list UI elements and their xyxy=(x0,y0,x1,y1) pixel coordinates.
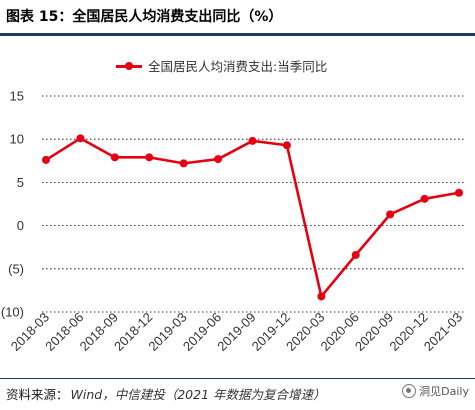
watermark: 洞见Daily xyxy=(402,383,469,399)
chart-legend: 全国居民人均消费支出:当季同比 xyxy=(116,56,327,75)
series-line xyxy=(45,137,460,298)
data-point xyxy=(76,134,85,143)
legend-dot-marker xyxy=(125,61,133,70)
y-tick-label: (10) xyxy=(1,305,24,320)
watermark-logo-icon xyxy=(402,384,417,398)
footer-rule xyxy=(0,378,475,379)
data-point xyxy=(145,153,154,162)
data-point xyxy=(248,136,257,145)
data-point xyxy=(214,155,223,164)
data-point xyxy=(110,153,119,162)
source-prefix: 资料来源： xyxy=(6,387,69,402)
y-tick-label: 5 xyxy=(17,175,24,190)
chart-title: 图表 15：全国居民人均消费支出同比（%） xyxy=(6,9,283,25)
source-note: 资料来源： Wind，中信建投（2021 年数据为复合增速） xyxy=(6,384,326,403)
y-tick-label: 0 xyxy=(17,218,24,233)
data-point xyxy=(317,292,326,301)
title-rule xyxy=(0,33,475,36)
source-text: Wind，中信建投（2021 年数据为复合增速） xyxy=(70,387,326,402)
data-point xyxy=(455,188,463,197)
data-point xyxy=(386,210,395,219)
x-tick-label: 2021-03 xyxy=(421,310,465,354)
legend-label: 全国居民人均消费支出:当季同比 xyxy=(148,59,328,74)
data-point xyxy=(420,194,429,203)
data-point xyxy=(351,250,360,259)
y-tick-label: 15 xyxy=(10,89,24,104)
y-tick-label: 10 xyxy=(10,132,24,147)
legend-swatch xyxy=(116,60,142,72)
data-point xyxy=(282,141,291,150)
y-tick-label: (5) xyxy=(8,261,24,276)
data-point xyxy=(42,155,50,164)
data-point xyxy=(179,159,188,168)
watermark-text: 洞见Daily xyxy=(419,385,469,398)
